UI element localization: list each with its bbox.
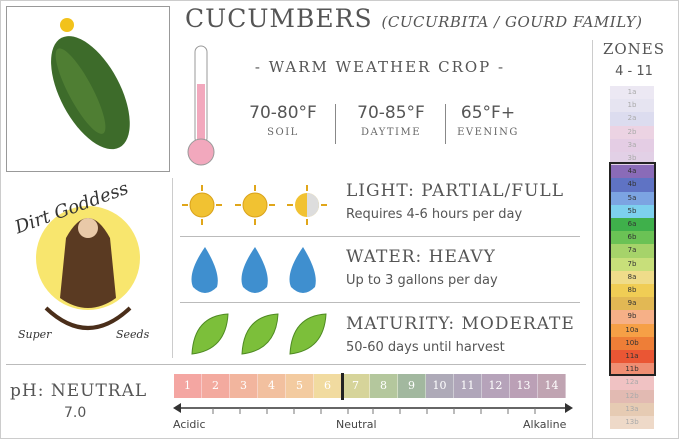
zone-10b: 10b: [610, 336, 654, 350]
zone-9a: 9a: [610, 297, 654, 311]
dirt-goddess-logo: Dirt Goddess Super Seeds: [6, 178, 170, 360]
ph-cell: 14: [538, 374, 566, 398]
water-detail: Up to 3 gallons per day: [346, 273, 498, 288]
zone-10a: 10a: [610, 323, 654, 337]
zone-11b: 11b: [610, 363, 654, 377]
ph-cell: 10: [426, 374, 454, 398]
divider: [6, 364, 586, 365]
crop-type: - WARM WEATHER CROP -: [254, 58, 506, 76]
zone-13b: 13b: [610, 416, 654, 430]
divider: [445, 104, 446, 144]
ph-cell: 11: [454, 374, 482, 398]
ph-cell: 4: [258, 374, 286, 398]
zone-11a: 11a: [610, 350, 654, 364]
ph-cell: 2: [202, 374, 230, 398]
temp-daytime: 70-85°F DAYTIME: [357, 103, 425, 138]
zone-2a: 2a: [610, 112, 654, 126]
svg-text:Super: Super: [18, 328, 52, 341]
ph-cell: 7: [342, 374, 370, 398]
zone-2b: 2b: [610, 125, 654, 139]
ph-cell: 9: [398, 374, 426, 398]
zone-6b: 6b: [610, 231, 654, 245]
ph-cell: 3: [230, 374, 258, 398]
ph-title: pH: NEUTRAL: [10, 381, 148, 401]
zone-8b: 8b: [610, 284, 654, 298]
zone-9b: 9b: [610, 310, 654, 324]
ph-cell: 5: [286, 374, 314, 398]
acidic-label: Acidic: [173, 418, 206, 431]
ph-cell: 12: [482, 374, 510, 398]
divider: [180, 302, 580, 303]
temp-soil: 70-80°F SOIL: [249, 103, 317, 138]
zone-5b: 5b: [610, 204, 654, 218]
zone-7b: 7b: [610, 257, 654, 271]
zone-1a: 1a: [610, 86, 654, 100]
svg-text:Seeds: Seeds: [116, 328, 150, 341]
zone-12a: 12a: [610, 376, 654, 390]
divider: [592, 40, 593, 439]
zones-range: 4 - 11: [615, 64, 653, 79]
zone-13a: 13a: [610, 402, 654, 416]
neutral-label: Neutral: [336, 418, 377, 431]
temp-evening: 65°F+ EVENING: [457, 103, 519, 138]
zones-title: ZONES: [602, 40, 666, 58]
leaf-icons: [188, 310, 328, 362]
ph-cell: 8: [370, 374, 398, 398]
zone-6a: 6a: [610, 218, 654, 232]
maturity-title: MATURITY: MODERATE: [346, 314, 575, 334]
ph-value: 7.0: [64, 405, 87, 421]
ph-cell: 6: [314, 374, 342, 398]
divider: [335, 104, 336, 144]
page-title: CUCUMBERS (CUCURBITA / GOURD FAMILY): [185, 4, 643, 33]
ph-arrow: [173, 400, 573, 419]
water-drop-icons: [185, 245, 325, 301]
ph-marker: [341, 373, 344, 400]
zone-7a: 7a: [610, 244, 654, 258]
zone-12b: 12b: [610, 389, 654, 403]
ph-cell: 13: [510, 374, 538, 398]
zone-8a: 8a: [610, 270, 654, 284]
zone-5a: 5a: [610, 191, 654, 205]
ph-cell: 1: [174, 374, 202, 398]
family-subtitle: (CUCURBITA / GOURD FAMILY): [381, 13, 643, 31]
thermometer-icon: [186, 44, 216, 172]
zone-4a: 4a: [610, 165, 654, 179]
zone-4b: 4b: [610, 178, 654, 192]
zone-3b: 3b: [610, 152, 654, 166]
alkaline-label: Alkaline: [523, 418, 567, 431]
light-title: LIGHT: PARTIAL/FULL: [346, 181, 564, 201]
divider: [172, 178, 173, 358]
divider: [180, 236, 580, 237]
zone-highlight: [609, 162, 656, 376]
sun-icons: [180, 183, 330, 233]
light-detail: Requires 4-6 hours per day: [346, 207, 523, 222]
zone-3a: 3a: [610, 138, 654, 152]
water-title: WATER: HEAVY: [346, 247, 496, 267]
cucumber-image: [6, 6, 170, 172]
zone-1b: 1b: [610, 99, 654, 113]
maturity-detail: 50-60 days until harvest: [346, 340, 505, 355]
